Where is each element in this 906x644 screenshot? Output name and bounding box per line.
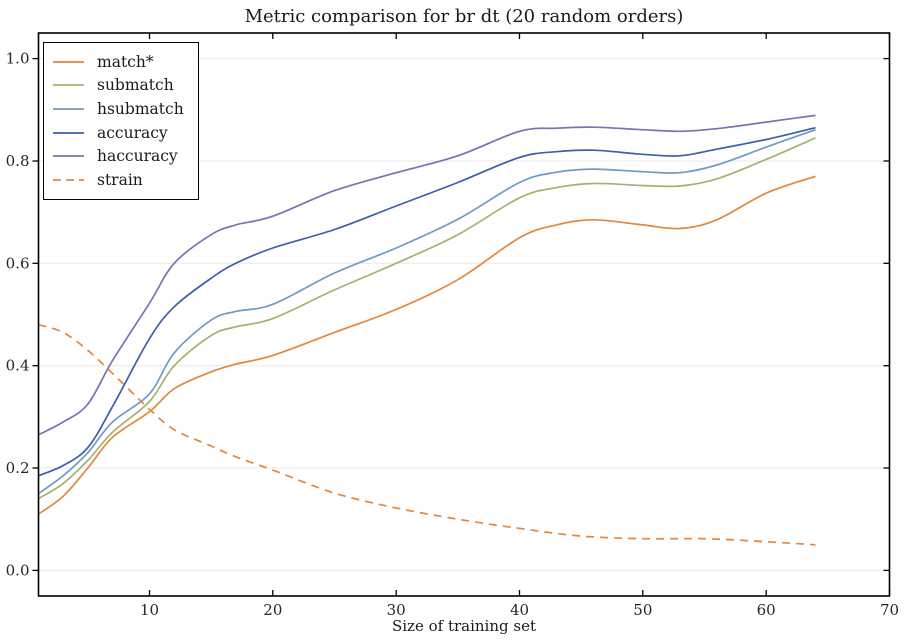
- x-tick-label: 70: [880, 601, 899, 619]
- legend-label: accuracy: [97, 123, 168, 142]
- y-tick-label: 0.6: [6, 254, 30, 272]
- x-tick-label: 40: [510, 601, 529, 619]
- legend-box: match* submatch hsubmatch accuracy haccuracy…: [43, 42, 199, 200]
- y-tick-label: 0.2: [6, 459, 30, 477]
- legend-entry: strain: [53, 168, 184, 192]
- legend-line-sample: [53, 155, 84, 158]
- legend-label: strain: [97, 170, 143, 189]
- x-tick-label: 50: [633, 601, 652, 619]
- y-tick-label: 1.0: [6, 50, 30, 68]
- legend-entry: match*: [53, 50, 184, 74]
- series-line-match: [37, 175, 816, 515]
- legend-line-sample: [53, 131, 84, 134]
- x-tick-label: 30: [387, 601, 406, 619]
- series-line-accuracy: [38, 126, 816, 477]
- chart-title: Metric comparison for br dt (20 random o…: [244, 6, 684, 27]
- legend-line-sample: [53, 60, 84, 63]
- series-line-hsubmatch: [38, 128, 816, 495]
- legend-label: haccuracy: [97, 147, 178, 166]
- y-tick-label: 0.4: [6, 357, 30, 375]
- y-tick-label: 0.8: [6, 152, 30, 170]
- series-line-haccuracy: [38, 114, 816, 436]
- series-line-strain: [38, 323, 816, 546]
- x-axis-label: Size of training set: [391, 617, 536, 635]
- legend-entry: hsubmatch: [53, 97, 184, 121]
- x-tick-label: 60: [757, 601, 776, 619]
- legend-label: submatch: [97, 76, 174, 95]
- axes-spines: [37, 32, 891, 597]
- legend-label: hsubmatch: [97, 99, 184, 118]
- x-tick-label: 10: [140, 601, 159, 619]
- series-line-submatch: [38, 137, 816, 500]
- legend-line-sample: [53, 108, 84, 110]
- y-tick-label: 0.0: [6, 561, 30, 579]
- legend-entry: accuracy: [53, 121, 184, 145]
- x-tick-label: 20: [263, 601, 282, 619]
- legend-entry: haccuracy: [53, 144, 184, 168]
- legend-line-sample: [53, 84, 84, 87]
- legend-line-sample: [53, 178, 84, 181]
- legend-entry: submatch: [53, 74, 184, 98]
- legend-label: match*: [97, 52, 154, 71]
